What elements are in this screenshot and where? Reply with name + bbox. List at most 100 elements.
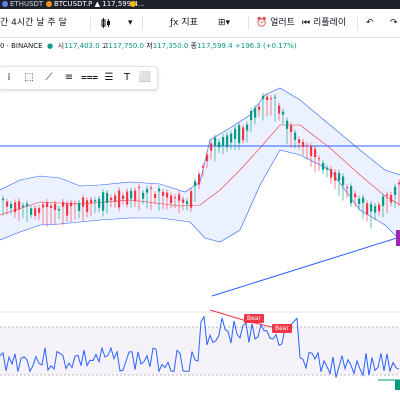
bollinger-upper: [0, 87, 400, 193]
candle-body: [226, 135, 229, 148]
indicators-button[interactable]: ƒx 지표: [170, 18, 198, 28]
candle-body: [202, 166, 205, 168]
toolbar-divider: [142, 16, 143, 30]
indicators-icon: ƒx: [170, 18, 179, 28]
path-icon[interactable]: ☰: [104, 72, 114, 83]
candle-body: [266, 96, 269, 101]
candle-body: [210, 143, 213, 151]
fib-icon[interactable]: ≡: [64, 72, 74, 83]
drawing-toolbar: ⁞ ⬚ ⟋ ≡ ⩶ ☰ T ⬜: [0, 66, 158, 90]
candle-style-icon[interactable]: [100, 9, 112, 37]
candle-body: [138, 186, 141, 188]
candle-body: [6, 201, 9, 207]
candle-body: [74, 203, 77, 205]
cursor-icon[interactable]: ⁞: [7, 72, 11, 83]
candle-body: [150, 187, 153, 189]
replay-button[interactable]: ⏮ 리플레이: [302, 18, 347, 28]
replay-icon: ⏮: [302, 18, 311, 28]
candle-body: [362, 197, 365, 203]
redo-icon[interactable]: ↷: [390, 18, 398, 28]
candle-body: [14, 202, 17, 213]
candle-body: [2, 198, 5, 201]
candle-body: [62, 201, 65, 207]
candle-body: [398, 182, 400, 185]
candle-body: [254, 108, 257, 118]
candle-body: [390, 194, 393, 203]
candle-body: [374, 206, 377, 213]
candle-body: [354, 193, 357, 198]
bollinger-basis: [0, 124, 400, 216]
candle-body: [282, 111, 285, 115]
eth-icon: [2, 1, 8, 7]
bull-marker: [395, 380, 400, 390]
candle-body: [122, 195, 125, 200]
shapes-icon[interactable]: ⬜: [138, 72, 152, 83]
candle-body: [250, 110, 253, 121]
undo-icon[interactable]: ↶: [366, 18, 374, 28]
tab-ethusdt[interactable]: ETHUSDT: [2, 0, 43, 9]
ohlc-legend: 0 · BINANCE ● 시117,403.0 고117,750.0 저117…: [0, 42, 297, 50]
candle-body: [206, 154, 209, 162]
trend-line[interactable]: [211, 236, 400, 297]
layout-icon[interactable]: ⊞▾: [218, 18, 231, 28]
text-icon[interactable]: T: [123, 72, 131, 83]
candles: [2, 92, 400, 229]
candle-body: [38, 208, 41, 214]
candle-body: [154, 194, 157, 198]
candle-body: [302, 141, 305, 148]
candle-body: [310, 146, 313, 156]
candle-body: [274, 97, 277, 99]
candle-body: [86, 200, 89, 212]
candle-body: [26, 203, 29, 207]
candle-body: [394, 186, 397, 195]
candle-body: [270, 98, 273, 100]
candle-body: [134, 190, 137, 202]
alerts-button[interactable]: ⏰ 얼러트: [256, 18, 295, 28]
candle-body: [314, 148, 317, 158]
candle-body: [34, 208, 37, 216]
candle-body: [214, 137, 217, 147]
candle-body: [290, 125, 293, 132]
toolbar-divider: [357, 16, 358, 30]
tab-btcusdt[interactable]: BTCUSDT.P ▲ 117,599.4: [46, 0, 138, 9]
chart-type-dropdown[interactable]: ▾: [128, 18, 133, 28]
candle-body: [294, 132, 297, 140]
candle-body: [66, 203, 69, 216]
divergence-line: [209, 309, 251, 323]
candle-body: [350, 186, 353, 204]
tab-other[interactable]: ...: [130, 0, 145, 9]
candle-body: [162, 191, 165, 196]
candle-body: [246, 124, 249, 131]
candle-body: [322, 162, 325, 170]
candle-body: [118, 190, 121, 208]
candle-body: [330, 169, 333, 178]
candle-body: [242, 127, 245, 141]
candle-body: [130, 190, 133, 199]
candle-body: [286, 120, 289, 129]
candle-body: [170, 195, 173, 204]
candle-body: [42, 204, 45, 208]
candle-body: [186, 201, 189, 205]
candle-body: [198, 174, 201, 185]
toolbar-divider: [90, 16, 91, 30]
candle-body: [258, 106, 261, 110]
candle-body: [306, 145, 309, 147]
candle-body: [194, 181, 197, 186]
candle-body: [234, 128, 237, 139]
candle-body: [358, 198, 361, 205]
rectangle-icon[interactable]: ⬚: [24, 72, 34, 83]
coin-icon: [130, 1, 136, 7]
line-icon[interactable]: ⟋: [45, 72, 53, 83]
candle-body: [78, 202, 81, 211]
rsi-line: [0, 315, 400, 378]
candle-body: [318, 158, 321, 160]
interval-selector[interactable]: 간 4시간 날 주 달: [0, 18, 67, 28]
candle-body: [82, 197, 85, 207]
candle-body: [102, 192, 105, 211]
candle-body: [10, 203, 13, 209]
parallel-icon[interactable]: ⩶: [81, 72, 99, 83]
bear-label: Bear: [244, 314, 264, 323]
status-dot: ●: [47, 42, 54, 50]
candle-body: [178, 194, 181, 201]
